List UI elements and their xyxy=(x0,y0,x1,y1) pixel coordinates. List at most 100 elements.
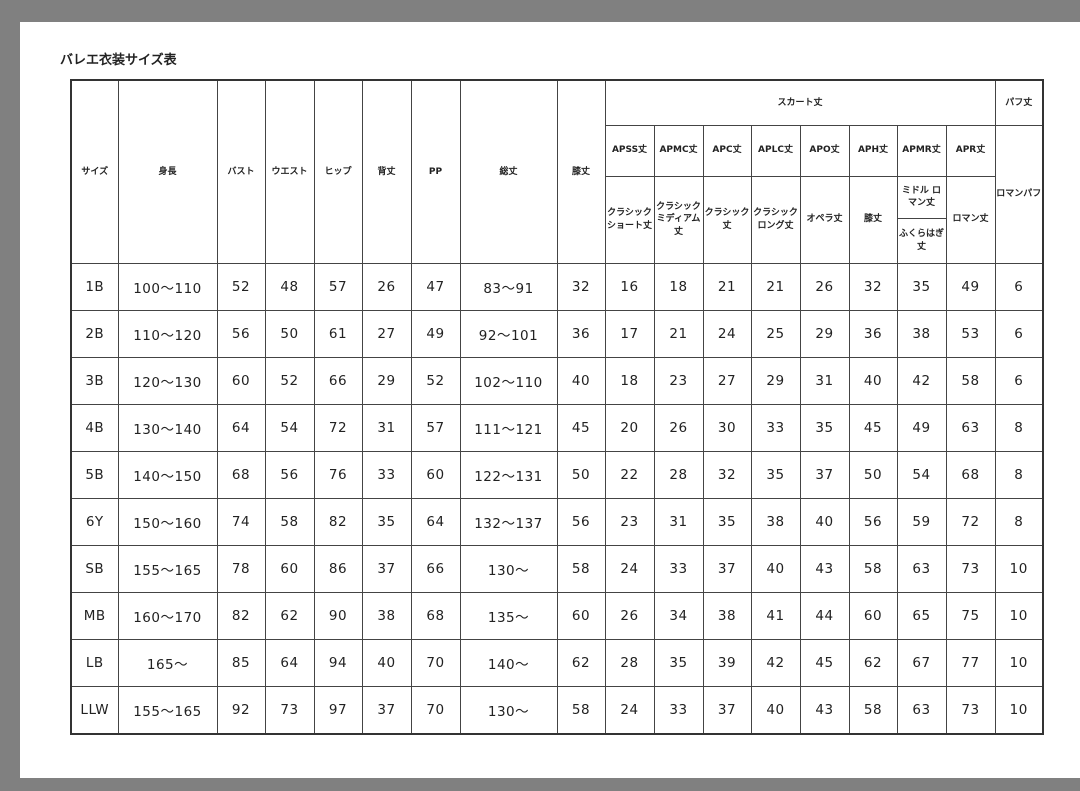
column-header: 身長 xyxy=(117,79,218,264)
value-cell: 50 xyxy=(264,309,315,358)
value-cell: 20 xyxy=(604,403,655,452)
column-header: バスト xyxy=(216,79,266,264)
value-cell: 48 xyxy=(264,262,315,311)
header-row: サイズ 身長 バスト ウエスト ヒップ 背丈 PP 総丈 膝丈 スカート丈 パフ丈 xyxy=(70,79,1044,264)
value-cell: 17 xyxy=(604,309,655,358)
value-cell: 21 xyxy=(653,309,704,358)
value-cell: 62 xyxy=(264,591,315,640)
value-cell: 49 xyxy=(896,403,947,452)
size-cell: LB xyxy=(70,638,119,687)
value-cell: 66 xyxy=(313,356,363,405)
value-cell: 52 xyxy=(264,356,315,405)
value-cell: 26 xyxy=(799,262,850,311)
skirt-code-header: APH丈 xyxy=(848,124,898,177)
value-cell: 66 xyxy=(410,544,461,593)
value-cell: 10 xyxy=(994,544,1044,593)
skirt-desc-header: 膝丈 xyxy=(848,175,898,264)
value-cell: 23 xyxy=(653,356,704,405)
value-cell: 40 xyxy=(361,638,412,687)
value-cell: 140〜 xyxy=(459,638,558,687)
value-cell: 56 xyxy=(556,497,606,546)
value-cell: 6 xyxy=(994,356,1044,405)
value-cell: 47 xyxy=(410,262,461,311)
value-cell: 56 xyxy=(264,450,315,499)
value-cell: 24 xyxy=(604,685,655,734)
value-cell: 92 xyxy=(216,685,266,734)
value-cell: 60 xyxy=(848,591,898,640)
value-cell: 43 xyxy=(799,544,850,593)
value-cell: 82 xyxy=(216,591,266,640)
skirt-code-header: APSS丈 xyxy=(604,124,655,177)
value-cell: 67 xyxy=(896,638,947,687)
value-cell: 39 xyxy=(702,638,752,687)
value-cell: 165〜 xyxy=(117,638,218,687)
value-cell: 58 xyxy=(556,544,606,593)
value-cell: 57 xyxy=(410,403,461,452)
skirt-desc-header: オペラ丈 xyxy=(799,175,850,264)
value-cell: 10 xyxy=(994,685,1044,734)
value-cell: 82 xyxy=(313,497,363,546)
value-cell: 64 xyxy=(264,638,315,687)
value-cell: 73 xyxy=(945,685,996,734)
document-page: バレエ衣装サイズ表 サイズ 身長 バスト ウエスト ヒップ 背丈 PP 総丈 膝丈 スカート丈 パフ… xyxy=(20,22,1080,778)
value-cell: 38 xyxy=(361,591,412,640)
value-cell: 32 xyxy=(556,262,606,311)
value-cell: 65 xyxy=(896,591,947,640)
value-cell: 21 xyxy=(750,262,801,311)
value-cell: 30 xyxy=(702,403,752,452)
table-row: SB 155〜165 78 60 86 37 66 130〜 58 24 33 37 40 43 58 63 7… xyxy=(70,544,1044,593)
value-cell: 40 xyxy=(848,356,898,405)
value-cell: 31 xyxy=(799,356,850,405)
value-cell: 29 xyxy=(750,356,801,405)
skirt-desc-header: クラシック ショート丈 xyxy=(604,175,655,264)
value-cell: 31 xyxy=(361,403,412,452)
value-cell: 37 xyxy=(799,450,850,499)
value-cell: 8 xyxy=(994,403,1044,452)
size-cell: 5B xyxy=(70,450,119,499)
size-cell: MB xyxy=(70,591,119,640)
value-cell: 45 xyxy=(848,403,898,452)
value-cell: 28 xyxy=(653,450,704,499)
value-cell: 41 xyxy=(750,591,801,640)
skirt-desc-header: ロマン丈 xyxy=(945,175,996,264)
size-cell: 4B xyxy=(70,403,119,452)
value-cell: 21 xyxy=(702,262,752,311)
value-cell: 27 xyxy=(361,309,412,358)
value-cell: 10 xyxy=(994,638,1044,687)
value-cell: 62 xyxy=(848,638,898,687)
value-cell: 52 xyxy=(410,356,461,405)
value-cell: 160〜170 xyxy=(117,591,218,640)
value-cell: 102〜110 xyxy=(459,356,558,405)
value-cell: 37 xyxy=(702,685,752,734)
value-cell: 63 xyxy=(945,403,996,452)
value-cell: 52 xyxy=(216,262,266,311)
column-header: 背丈 xyxy=(361,79,412,264)
value-cell: 76 xyxy=(313,450,363,499)
value-cell: 77 xyxy=(945,638,996,687)
value-cell: 40 xyxy=(799,497,850,546)
value-cell: 26 xyxy=(653,403,704,452)
value-cell: 90 xyxy=(313,591,363,640)
value-cell: 63 xyxy=(896,685,947,734)
value-cell: 38 xyxy=(896,309,947,358)
table-row: 4B 130〜140 64 54 72 31 57 111〜121 45 20 26 30 33 35 45… xyxy=(70,403,1044,452)
value-cell: 40 xyxy=(556,356,606,405)
value-cell: 62 xyxy=(556,638,606,687)
value-cell: 37 xyxy=(361,544,412,593)
skirt-desc-header: クラシック ロング丈 xyxy=(750,175,801,264)
skirt-code-header: APMR丈 xyxy=(896,124,947,177)
value-cell: 86 xyxy=(313,544,363,593)
size-cell: 6Y xyxy=(70,497,119,546)
value-cell: 31 xyxy=(653,497,704,546)
value-cell: 60 xyxy=(410,450,461,499)
value-cell: 58 xyxy=(264,497,315,546)
table-row: LB 165〜 85 64 94 40 70 140〜 62 28 35 39 42 45 62 67 77 10 xyxy=(70,638,1044,687)
value-cell: 22 xyxy=(604,450,655,499)
value-cell: 38 xyxy=(702,591,752,640)
value-cell: 73 xyxy=(264,685,315,734)
value-cell: 34 xyxy=(653,591,704,640)
table-row: 3B 120〜130 60 52 66 29 52 102〜110 40 18 23 27 29 31 40… xyxy=(70,356,1044,405)
value-cell: 37 xyxy=(361,685,412,734)
column-header: サイズ xyxy=(70,79,119,264)
value-cell: 70 xyxy=(410,685,461,734)
